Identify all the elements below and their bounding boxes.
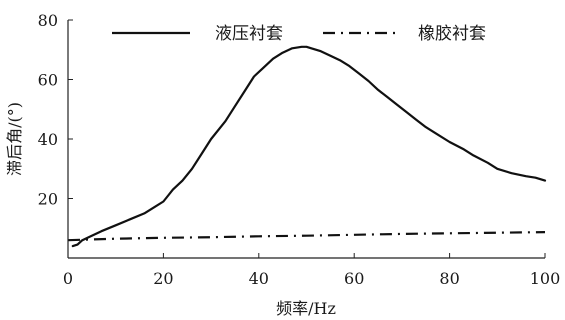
y-tick-label: 80 bbox=[38, 11, 58, 30]
y-axis-label: 滞后角/(°) bbox=[5, 102, 24, 176]
x-tick-label: 100 bbox=[530, 269, 561, 288]
series-line-0 bbox=[71, 45, 547, 248]
plot-area bbox=[67, 45, 547, 248]
axes: 0 20 40 60 80 100 20 40 60 80 bbox=[38, 11, 561, 288]
y-tick-label: 40 bbox=[38, 130, 58, 149]
x-tick-label: 0 bbox=[63, 269, 73, 288]
y-tick-label: 20 bbox=[38, 190, 58, 209]
x-tick-label: 80 bbox=[439, 269, 459, 288]
x-tick-label: 40 bbox=[249, 269, 269, 288]
y-tick-label: 60 bbox=[38, 71, 58, 90]
legend-label-1: 橡胶衬套 bbox=[418, 24, 486, 44]
x-axis-label: 频率/Hz bbox=[276, 299, 336, 318]
legend-label-0: 液压衬套 bbox=[215, 24, 283, 44]
series-line-1 bbox=[67, 231, 546, 242]
x-tick-label: 20 bbox=[153, 269, 173, 288]
x-tick-label: 60 bbox=[344, 269, 364, 288]
legend: 液压衬套 橡胶衬套 bbox=[112, 24, 486, 44]
